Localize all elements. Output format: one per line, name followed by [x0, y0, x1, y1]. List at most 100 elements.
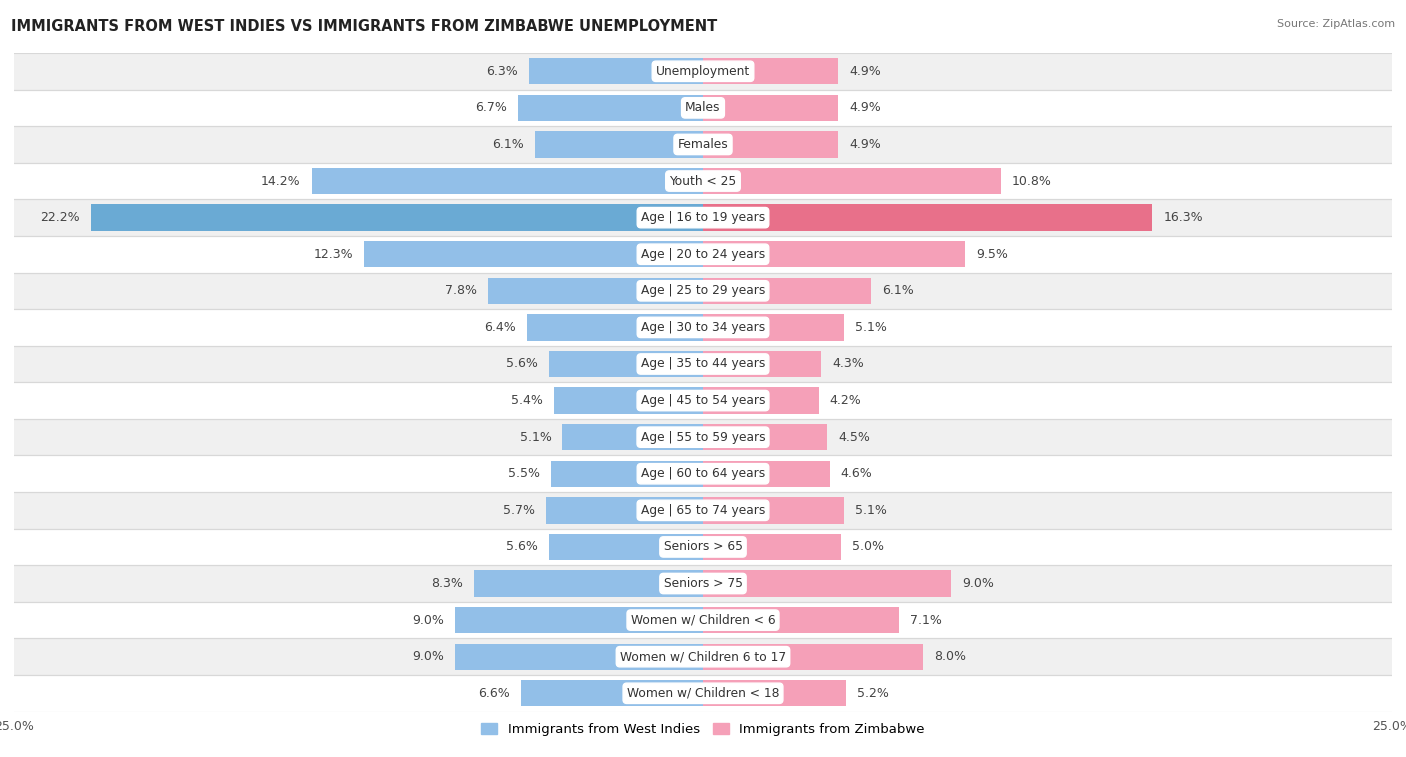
- Legend: Immigrants from West Indies, Immigrants from Zimbabwe: Immigrants from West Indies, Immigrants …: [475, 717, 931, 741]
- Bar: [703, 278, 872, 304]
- Text: 9.0%: 9.0%: [412, 650, 444, 663]
- Bar: [703, 680, 846, 706]
- Text: 6.4%: 6.4%: [484, 321, 516, 334]
- Text: Females: Females: [678, 138, 728, 151]
- Text: 5.5%: 5.5%: [509, 467, 540, 480]
- Text: Age | 60 to 64 years: Age | 60 to 64 years: [641, 467, 765, 480]
- Text: 4.3%: 4.3%: [832, 357, 865, 370]
- Text: 8.0%: 8.0%: [935, 650, 966, 663]
- Text: 5.1%: 5.1%: [520, 431, 551, 444]
- Text: 5.6%: 5.6%: [506, 357, 537, 370]
- Bar: [364, 241, 703, 267]
- Text: Unemployment: Unemployment: [655, 65, 751, 78]
- Text: 7.1%: 7.1%: [910, 614, 942, 627]
- Text: IMMIGRANTS FROM WEST INDIES VS IMMIGRANTS FROM ZIMBABWE UNEMPLOYMENT: IMMIGRANTS FROM WEST INDIES VS IMMIGRANT…: [11, 19, 717, 34]
- Bar: [312, 168, 703, 195]
- Bar: [474, 570, 703, 597]
- Bar: [534, 131, 703, 157]
- Text: 4.2%: 4.2%: [830, 394, 862, 407]
- Text: 9.5%: 9.5%: [976, 248, 1008, 260]
- Text: 8.3%: 8.3%: [432, 577, 463, 590]
- Bar: [14, 53, 1392, 89]
- Bar: [703, 314, 844, 341]
- Text: 4.9%: 4.9%: [849, 101, 880, 114]
- Text: 5.7%: 5.7%: [503, 504, 534, 517]
- Bar: [703, 424, 827, 450]
- Bar: [703, 241, 965, 267]
- Text: Age | 30 to 34 years: Age | 30 to 34 years: [641, 321, 765, 334]
- Bar: [14, 382, 1392, 419]
- Bar: [456, 643, 703, 670]
- Bar: [488, 278, 703, 304]
- Bar: [14, 236, 1392, 273]
- Bar: [519, 95, 703, 121]
- Bar: [548, 534, 703, 560]
- Bar: [548, 350, 703, 377]
- Text: 12.3%: 12.3%: [314, 248, 353, 260]
- Text: Women w/ Children 6 to 17: Women w/ Children 6 to 17: [620, 650, 786, 663]
- Bar: [703, 643, 924, 670]
- Bar: [551, 460, 703, 487]
- Text: 4.5%: 4.5%: [838, 431, 870, 444]
- Bar: [703, 350, 821, 377]
- Text: Youth < 25: Youth < 25: [669, 175, 737, 188]
- Bar: [703, 570, 950, 597]
- Bar: [14, 163, 1392, 199]
- Text: Source: ZipAtlas.com: Source: ZipAtlas.com: [1277, 19, 1395, 29]
- Text: Seniors > 75: Seniors > 75: [664, 577, 742, 590]
- Text: Age | 55 to 59 years: Age | 55 to 59 years: [641, 431, 765, 444]
- Bar: [14, 638, 1392, 675]
- Text: 5.1%: 5.1%: [855, 321, 886, 334]
- Bar: [703, 95, 838, 121]
- Bar: [703, 168, 1001, 195]
- Bar: [14, 89, 1392, 126]
- Bar: [546, 497, 703, 524]
- Bar: [14, 565, 1392, 602]
- Text: Age | 20 to 24 years: Age | 20 to 24 years: [641, 248, 765, 260]
- Bar: [530, 58, 703, 85]
- Text: Age | 35 to 44 years: Age | 35 to 44 years: [641, 357, 765, 370]
- Text: 6.3%: 6.3%: [486, 65, 519, 78]
- Bar: [703, 58, 838, 85]
- Text: 6.1%: 6.1%: [492, 138, 524, 151]
- Bar: [703, 388, 818, 414]
- Bar: [703, 534, 841, 560]
- Text: 9.0%: 9.0%: [412, 614, 444, 627]
- Text: 5.1%: 5.1%: [855, 504, 886, 517]
- Text: 4.9%: 4.9%: [849, 138, 880, 151]
- Text: Males: Males: [685, 101, 721, 114]
- Text: 5.0%: 5.0%: [852, 540, 884, 553]
- Bar: [456, 607, 703, 634]
- Text: 5.4%: 5.4%: [512, 394, 543, 407]
- Text: 4.9%: 4.9%: [849, 65, 880, 78]
- Bar: [522, 680, 703, 706]
- Text: 10.8%: 10.8%: [1012, 175, 1052, 188]
- Text: Age | 25 to 29 years: Age | 25 to 29 years: [641, 285, 765, 298]
- Text: 6.1%: 6.1%: [882, 285, 914, 298]
- Bar: [14, 528, 1392, 565]
- Text: Age | 45 to 54 years: Age | 45 to 54 years: [641, 394, 765, 407]
- Text: 16.3%: 16.3%: [1163, 211, 1204, 224]
- Text: 9.0%: 9.0%: [962, 577, 994, 590]
- Bar: [14, 126, 1392, 163]
- Bar: [703, 131, 838, 157]
- Text: 7.8%: 7.8%: [446, 285, 477, 298]
- Text: Women w/ Children < 6: Women w/ Children < 6: [631, 614, 775, 627]
- Text: 5.6%: 5.6%: [506, 540, 537, 553]
- Text: 22.2%: 22.2%: [41, 211, 80, 224]
- Bar: [14, 602, 1392, 638]
- Bar: [703, 204, 1152, 231]
- Text: 6.6%: 6.6%: [478, 687, 510, 699]
- Text: 4.6%: 4.6%: [841, 467, 873, 480]
- Text: Seniors > 65: Seniors > 65: [664, 540, 742, 553]
- Bar: [14, 309, 1392, 346]
- Text: 6.7%: 6.7%: [475, 101, 508, 114]
- Bar: [14, 675, 1392, 712]
- Text: 5.2%: 5.2%: [858, 687, 889, 699]
- Bar: [91, 204, 703, 231]
- Text: 14.2%: 14.2%: [262, 175, 301, 188]
- Bar: [554, 388, 703, 414]
- Bar: [14, 273, 1392, 309]
- Bar: [703, 497, 844, 524]
- Bar: [703, 460, 830, 487]
